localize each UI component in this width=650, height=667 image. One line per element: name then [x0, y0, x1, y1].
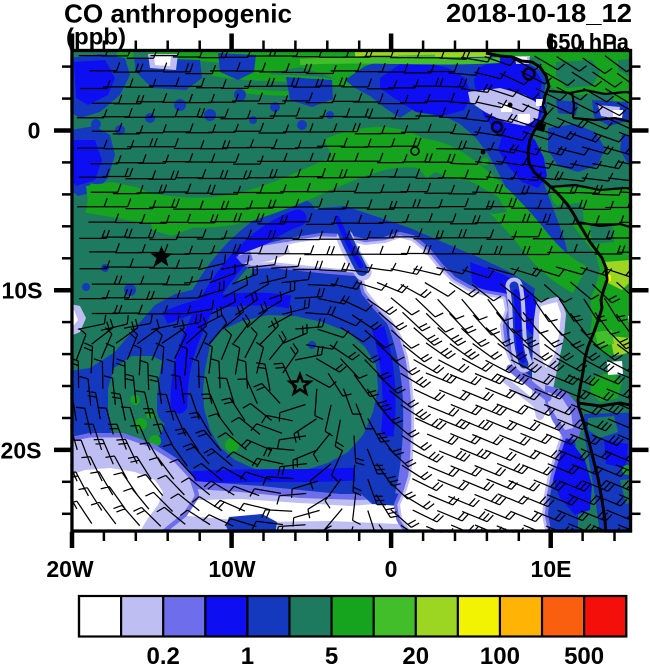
svg-text:10W: 10W — [208, 556, 256, 582]
svg-text:20W: 20W — [46, 556, 94, 582]
svg-text:10E: 10E — [531, 556, 572, 582]
svg-text:CO anthropogenic: CO anthropogenic — [64, 0, 292, 29]
svg-text:0: 0 — [385, 556, 398, 582]
svg-text:0: 0 — [28, 118, 41, 144]
svg-text:2018-10-18_12: 2018-10-18_12 — [446, 0, 632, 28]
svg-text:650 hPa: 650 hPa — [546, 29, 629, 55]
svg-text:20S: 20S — [1, 438, 42, 464]
svg-text:10S: 10S — [2, 278, 43, 304]
svg-text:5: 5 — [325, 643, 338, 667]
svg-text:(ppb): (ppb) — [66, 24, 126, 50]
svg-text:100: 100 — [480, 643, 520, 667]
svg-text:500: 500 — [564, 643, 604, 667]
svg-text:1: 1 — [241, 643, 254, 667]
svg-text:0.2: 0.2 — [147, 643, 180, 667]
svg-text:20: 20 — [402, 643, 429, 667]
